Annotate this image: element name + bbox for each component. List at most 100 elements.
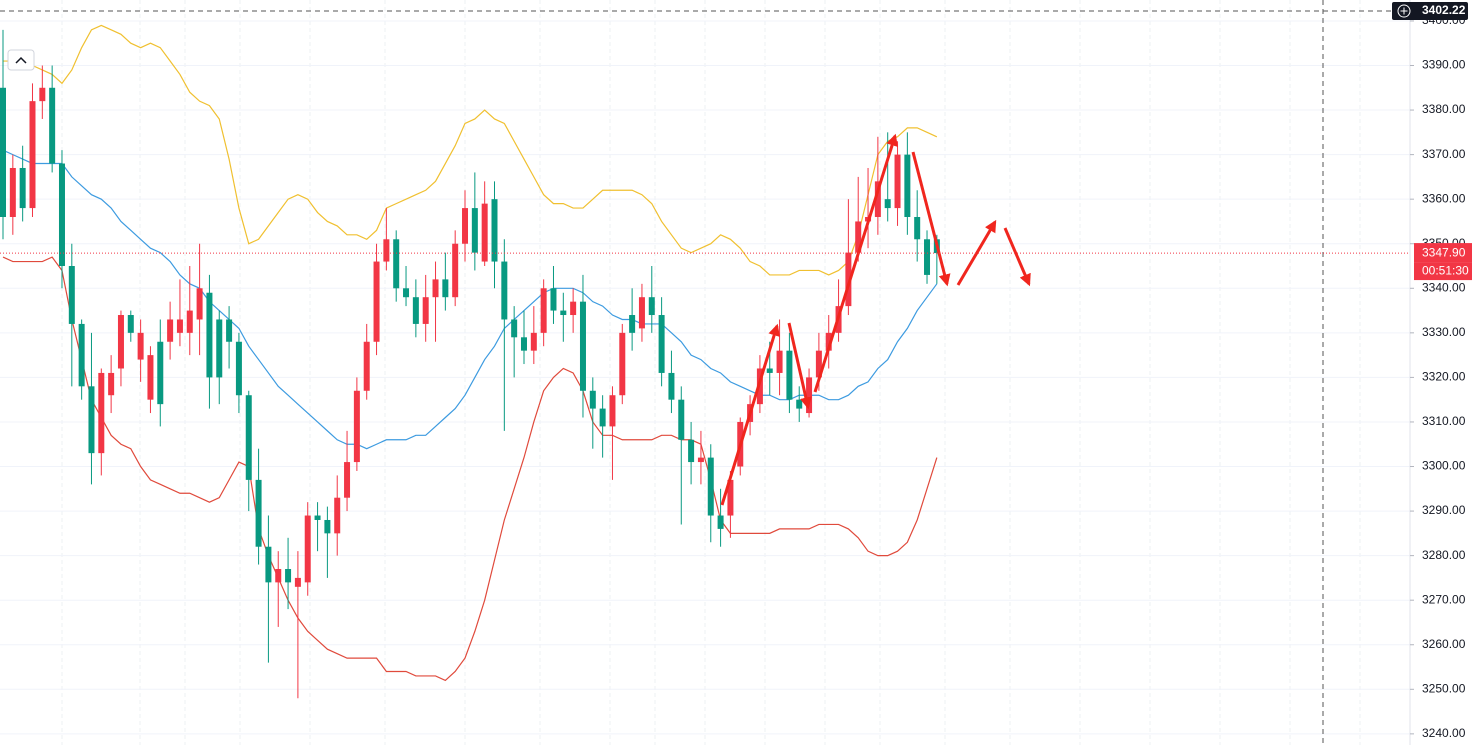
candle-body [855,221,862,253]
overlay [0,10,1410,254]
band-line [2,149,938,450]
candle-body [324,519,331,534]
candle-body [540,288,547,333]
candle-body [304,515,311,583]
y-tick-label: 3270.00 [1422,592,1466,606]
candle-body [796,399,803,409]
candle-body [924,239,931,275]
candle-body [786,350,793,400]
y-tick-label: 3320.00 [1422,370,1466,384]
candle-body [766,368,773,373]
candle-body [98,372,105,454]
countdown-box [1414,262,1472,281]
candle-body [186,310,193,333]
candle-body [68,266,75,324]
arrow [911,151,951,287]
candle-body [629,315,636,333]
candle-body [29,101,36,209]
candle-body [491,199,498,262]
candle-body [226,319,233,342]
candle-body [579,301,586,391]
price-axis-labels: 3400.003390.003380.003370.003360.003350.… [1392,2,1472,740]
collapse-button-box[interactable] [7,49,35,71]
candle-body [894,154,901,209]
candle-body [19,167,26,209]
candle-body [9,167,16,217]
annotation-arrows [720,133,1031,506]
candle-body [412,297,419,324]
candle-body [825,332,832,351]
candle-body [58,163,65,267]
candle-body [914,216,921,240]
y-tick-label: 3330.00 [1422,325,1466,339]
candle-body [668,372,675,400]
candle-body [108,372,115,396]
candle-body [815,350,822,378]
y-tick-label: 3260.00 [1422,637,1466,651]
candle-body [167,319,174,342]
collapse-button[interactable] [7,49,35,71]
price-axis [1410,0,1476,745]
candle-body [776,350,783,373]
candle-body [530,332,537,351]
candle-body [884,199,891,209]
candle-body [196,288,203,320]
crosshair-price-label: 3402.22 [1422,3,1466,17]
candle-body [904,154,911,217]
candle-body [39,87,46,102]
y-tick-label: 3380.00 [1422,102,1466,116]
y-tick-label: 3310.00 [1422,414,1466,428]
candle-body [707,457,714,516]
candle-body [147,355,154,400]
candle-body [0,87,6,217]
candle-body [678,399,685,440]
y-tick-label: 3390.00 [1422,58,1466,72]
candle-body [599,408,606,427]
candle-body [275,568,282,583]
y-tick-label: 3280.00 [1422,548,1466,562]
vertical-grid [61,0,1361,745]
candle-body [442,279,449,298]
candle-body [294,577,301,587]
candle-body [117,315,124,369]
candle-body [393,239,400,289]
candle-body [285,568,292,583]
candle-body [727,479,734,516]
candle-body [383,239,390,262]
candle-body [570,301,577,316]
candle-body [462,208,469,244]
candle-body [49,87,56,164]
candle-body [127,315,134,333]
y-tick-label: 3290.00 [1422,503,1466,517]
candle-body [216,319,223,378]
candle-body [363,341,370,391]
candle-body [452,243,459,298]
candle-body [245,395,252,480]
candle-body [314,515,321,520]
candle-body [511,319,518,338]
crosshair-plus-circle [1397,4,1411,18]
candle-body [422,297,429,324]
band-line [2,256,938,682]
y-tick-label: 3340.00 [1422,280,1466,294]
candle-body [78,323,85,387]
candles [0,29,940,699]
candle-body [176,319,183,333]
candle-body [717,515,724,529]
candle-body [874,181,881,217]
arrow [787,322,812,410]
candle-body [845,252,852,307]
countdown-label: 00:51:30 [1422,263,1469,277]
candle-body [206,292,213,378]
y-tick-label: 3240.00 [1422,726,1466,740]
candle-body [334,497,341,534]
band-line [3,24,938,276]
candle-body [560,310,567,316]
arrow [1003,227,1031,287]
candle-body [638,297,645,329]
candle-body [137,332,144,360]
candle-body [520,337,527,351]
candle-body [688,439,695,463]
